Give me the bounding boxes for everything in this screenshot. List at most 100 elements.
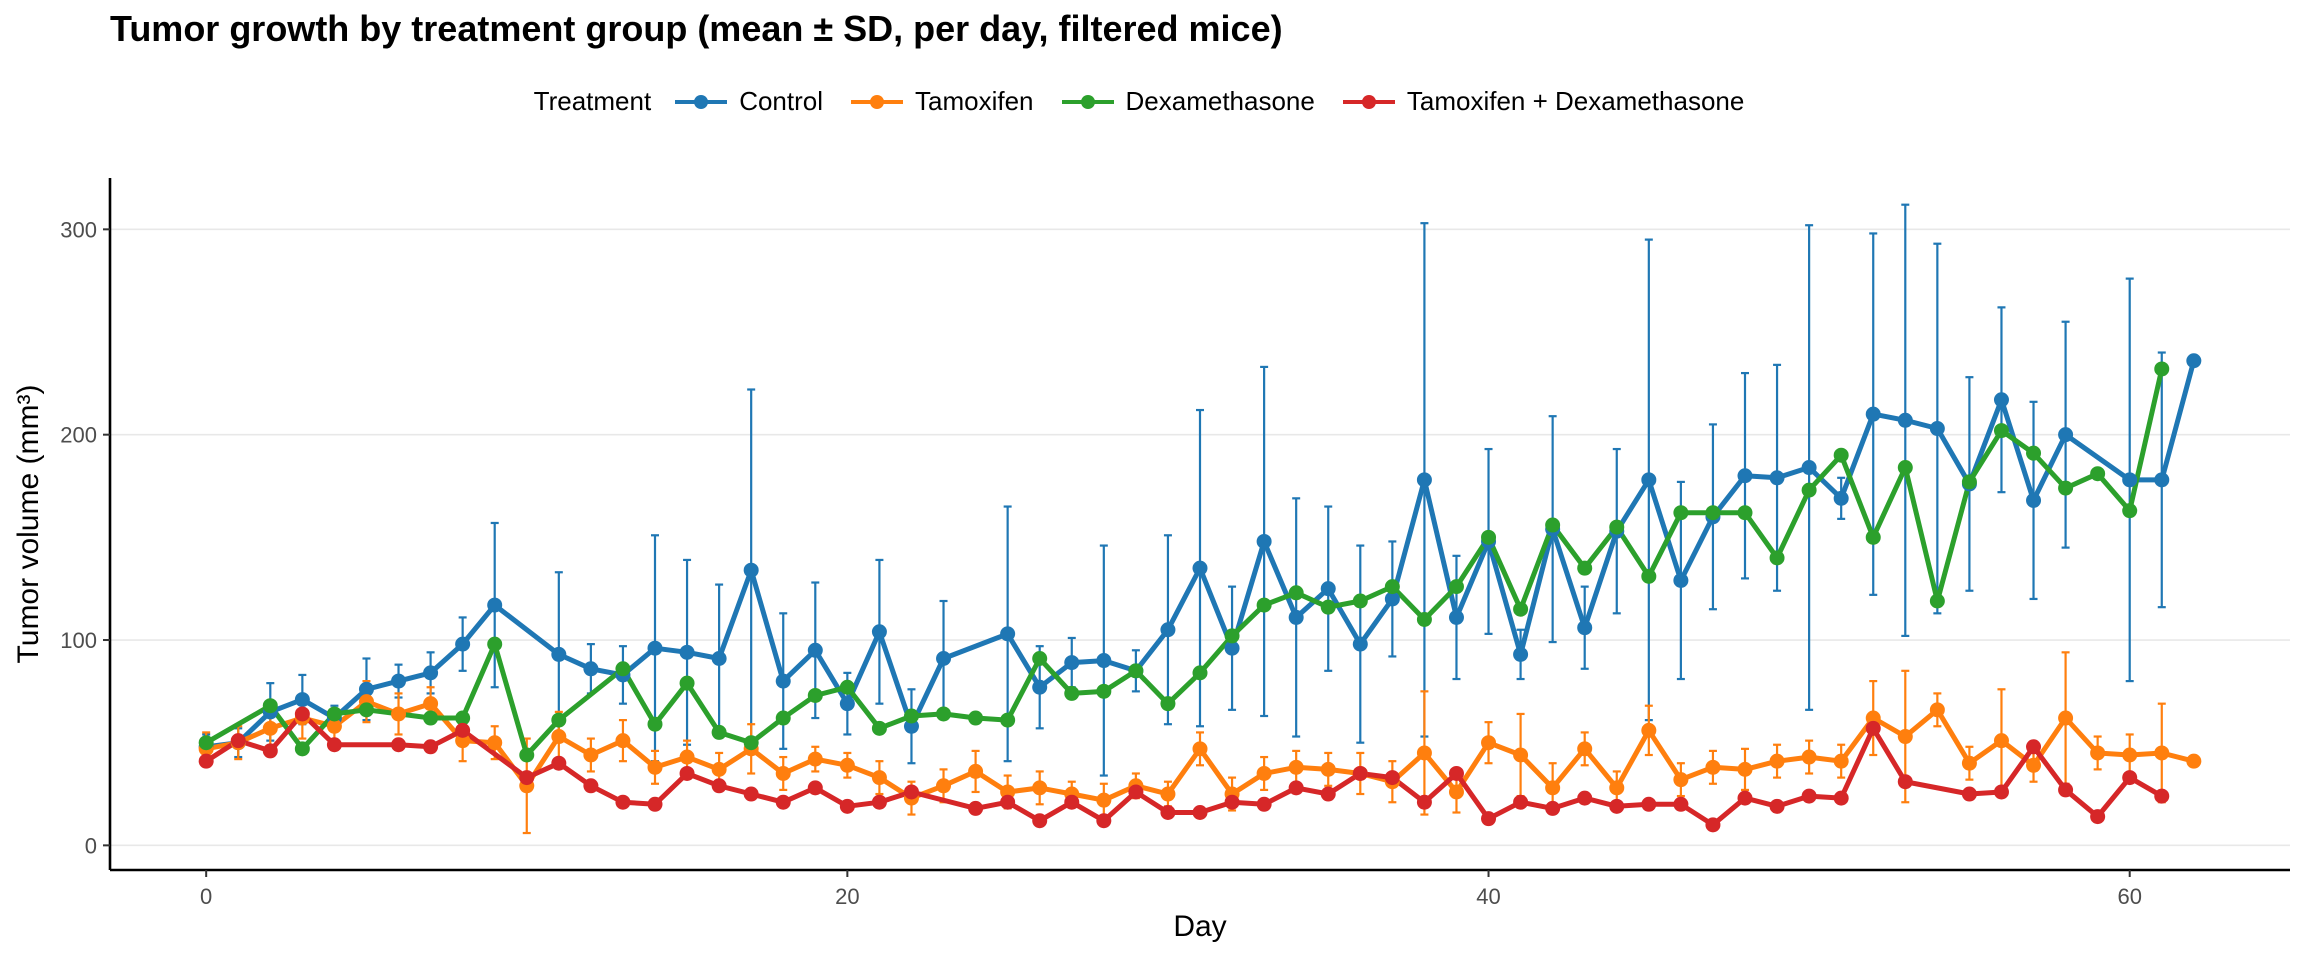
data-point-1-60 [2122, 747, 2138, 763]
data-point-0-39 [1513, 646, 1529, 662]
data-point-1-19 [807, 751, 823, 767]
legend-item-tamoxifen-dexamethasone: Tamoxifen + Dexamethasone [1341, 86, 1744, 117]
data-point-2-13 [711, 724, 727, 740]
data-point-1-48 [1737, 761, 1753, 777]
data-point-1-4 [326, 718, 342, 734]
legend-key-control [675, 94, 728, 109]
chart-title: Tumor growth by treatment group (mean ± … [110, 8, 1283, 49]
data-point-2-56 [2090, 466, 2106, 482]
data-point-1-39 [1448, 784, 1464, 800]
data-point-3-53 [2026, 739, 2042, 755]
data-point-1-25 [1000, 784, 1016, 800]
data-point-3-47 [1801, 788, 1817, 804]
data-point-2-30 [1256, 597, 1272, 613]
data-point-2-57 [2122, 503, 2138, 519]
data-point-3-9 [551, 755, 567, 771]
data-point-1-11 [551, 729, 567, 745]
data-point-2-33 [1352, 593, 1368, 609]
data-point-1-52 [1865, 710, 1881, 726]
data-point-2-34 [1384, 579, 1400, 595]
data-point-2-6 [455, 710, 471, 726]
data-point-1-54 [1929, 702, 1945, 718]
data-point-0-22 [936, 650, 952, 666]
data-point-3-28 [1192, 805, 1208, 821]
data-point-2-20 [936, 706, 952, 722]
data-point-0-25 [1064, 655, 1080, 671]
data-point-0-33 [1320, 581, 1336, 597]
data-point-2-9 [551, 712, 567, 728]
data-point-3-10 [583, 778, 599, 794]
x-tick-label-0: 0 [200, 884, 212, 909]
data-point-1-2 [262, 720, 278, 736]
data-point-3-34 [1384, 770, 1400, 786]
data-point-1-55 [1961, 755, 1977, 771]
data-point-1-24 [968, 763, 984, 779]
y-tick-label-100: 100 [60, 628, 97, 653]
data-point-2-40 [1577, 560, 1593, 576]
data-point-2-39 [1545, 517, 1561, 533]
data-point-3-1 [230, 733, 246, 749]
data-point-2-55 [2058, 480, 2074, 496]
data-point-0-20 [871, 624, 887, 640]
data-point-1-14 [647, 759, 663, 775]
data-point-0-26 [1096, 653, 1112, 669]
data-point-1-31 [1192, 741, 1208, 757]
data-point-3-30 [1256, 796, 1272, 812]
data-point-3-36 [1448, 765, 1464, 781]
data-point-0-7 [423, 665, 439, 681]
data-point-2-10 [615, 661, 631, 677]
data-point-0-54 [1993, 392, 2009, 408]
data-point-2-50 [1897, 460, 1913, 476]
data-point-3-6 [423, 739, 439, 755]
data-point-0-48 [1801, 460, 1817, 476]
data-point-3-50 [1897, 774, 1913, 790]
data-point-3-12 [647, 796, 663, 812]
data-point-3-31 [1288, 780, 1304, 796]
data-point-0-9 [487, 597, 503, 613]
data-point-2-35 [1416, 611, 1432, 627]
data-point-1-57 [2026, 757, 2042, 773]
data-point-3-18 [839, 798, 855, 814]
data-point-2-17 [839, 679, 855, 695]
data-point-0-23 [1000, 626, 1016, 642]
data-point-2-5 [423, 710, 439, 726]
data-point-1-9 [487, 735, 503, 751]
data-point-1-30 [1160, 786, 1176, 802]
data-point-3-45 [1737, 790, 1753, 806]
y-tick-label-200: 200 [60, 423, 97, 448]
data-point-2-0 [198, 735, 214, 751]
data-point-2-52 [1961, 474, 1977, 490]
legend-item-tamoxifen: Tamoxifen [849, 86, 1034, 117]
data-point-1-44 [1609, 780, 1625, 796]
data-point-0-44 [1673, 572, 1689, 588]
data-point-1-15 [679, 749, 695, 765]
data-point-2-19 [903, 708, 919, 724]
data-point-3-0 [198, 753, 214, 769]
data-point-0-10 [551, 646, 567, 662]
data-point-0-32 [1288, 609, 1304, 625]
data-point-2-16 [807, 687, 823, 703]
data-point-1-59 [2090, 745, 2106, 761]
data-point-0-50 [1865, 406, 1881, 422]
data-point-1-38 [1416, 745, 1432, 761]
legend-label-tamoxifen: Tamoxifen [915, 86, 1034, 116]
legend-title: Treatment [533, 86, 652, 116]
data-point-3-43 [1673, 796, 1689, 812]
y-tick-label-300: 300 [60, 217, 97, 242]
data-point-0-11 [583, 661, 599, 677]
x-tick-label-60: 60 [2117, 884, 2141, 909]
data-point-2-58 [2154, 361, 2170, 377]
data-point-3-39 [1545, 800, 1561, 816]
legend-label-tamoxifen-dexamethasone: Tamoxifen + Dexamethasone [1406, 86, 1745, 116]
data-point-2-4 [358, 702, 374, 718]
data-point-2-27 [1160, 696, 1176, 712]
data-point-3-57 [2154, 788, 2170, 804]
data-point-0-36 [1416, 472, 1432, 488]
data-point-0-49 [1833, 490, 1849, 506]
data-point-0-55 [2026, 492, 2042, 508]
data-point-1-23 [936, 778, 952, 794]
series-line-3 [204, 711, 2164, 828]
data-point-0-28 [1160, 622, 1176, 638]
data-point-2-26 [1128, 663, 1144, 679]
data-point-1-42 [1545, 780, 1561, 796]
